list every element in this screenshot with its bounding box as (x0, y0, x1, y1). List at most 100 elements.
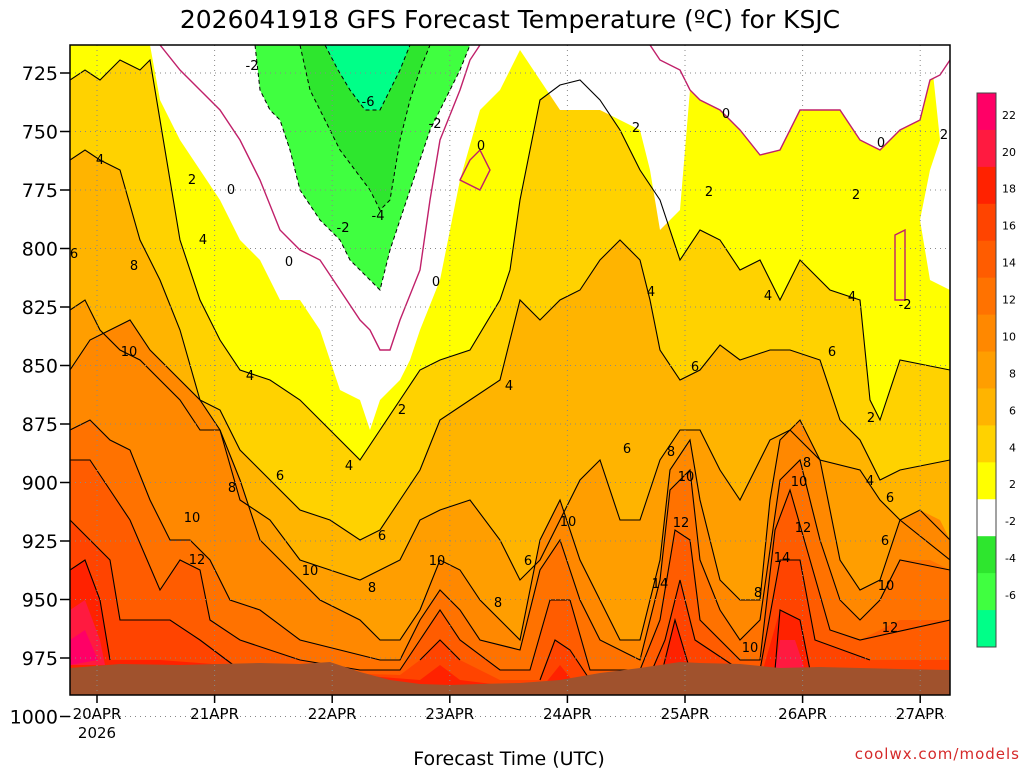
contour-label: 8 (667, 445, 675, 460)
contour-label: 2 (705, 185, 713, 200)
contour-6 (70, 299, 950, 581)
contour-label: 4 (764, 289, 772, 304)
contour-label: 2 (632, 121, 640, 136)
contour-label: 6 (276, 469, 284, 484)
contour-label: -2 (429, 117, 442, 132)
contour-label: 10 (878, 579, 895, 594)
credit-text: coolwx.com/models (855, 745, 1020, 763)
colorbar-label: 22 (1002, 109, 1016, 122)
colorbar-label: -2 (1005, 515, 1016, 528)
contour-label: 10 (121, 345, 138, 360)
contour-8 (70, 319, 950, 642)
y-tick-label: 975 (22, 648, 58, 670)
contour-label: 0 (432, 275, 440, 290)
contour-label: 0 (477, 139, 485, 154)
contour-label: 6 (378, 529, 386, 544)
colorbar-label: 2 (1009, 478, 1016, 491)
contour-label: 12 (795, 521, 812, 536)
contour-12 (70, 459, 950, 671)
colorbar: 22 20 18 16 14 12 10 8 6 4 2 -2 -4 -6 (976, 92, 1016, 648)
contour-label: 2 (852, 188, 860, 203)
contour-label: 6 (886, 491, 894, 506)
contour-label: 0 (285, 255, 293, 270)
x-tick-label: 20APR (73, 705, 122, 723)
contour-label: 2 (940, 128, 948, 143)
x-tick-label: 26APR (778, 705, 827, 723)
grid-lines (70, 45, 950, 717)
colorbar-swatch (977, 203, 996, 242)
colorbar-swatch (977, 573, 996, 611)
contour-label: 10 (184, 511, 201, 526)
contour-label: 0 (722, 107, 730, 122)
contour-0-small (894, 228, 906, 301)
contour-label: 4 (505, 379, 513, 394)
contour-0-mid (459, 148, 491, 191)
contour-label: 4 (96, 153, 104, 168)
contour-10 (70, 419, 950, 661)
contour-minus2 (254, 45, 471, 291)
colorbar-swatch (977, 536, 996, 574)
x-tick-label: 25APR (661, 705, 710, 723)
colorbar-label: 18 (1002, 183, 1016, 196)
contour-0-right (649, 45, 950, 156)
band-10-to-12 (70, 420, 950, 695)
contour-label: -2 (337, 221, 350, 236)
y-tick-label: 775 (22, 180, 58, 202)
contour-label: 2 (867, 411, 875, 426)
colorbar-label: -6 (1005, 589, 1016, 602)
y-tick-label: 875 (22, 414, 58, 436)
contour-label: 6 (881, 534, 889, 549)
zero-isotherm (159, 45, 950, 351)
contour-label: 8 (228, 481, 236, 496)
contour-label: 8 (803, 456, 811, 471)
contour-4 (70, 149, 950, 541)
terrain-ground (70, 662, 950, 695)
plot-frame (69, 44, 951, 696)
band-minus6-to-minus4 (300, 45, 430, 210)
contour-label: 4 (866, 474, 874, 489)
colorbar-label: 12 (1002, 294, 1016, 307)
x-tick-label: 23APR (425, 705, 474, 723)
contour-label: 4 (345, 459, 353, 474)
colorbar-swatch (977, 314, 996, 353)
contour-label: 10 (742, 641, 759, 656)
x-tick-label: 21APR (190, 705, 239, 723)
contour-label: -4 (372, 209, 385, 224)
contour-label: 4 (848, 290, 856, 305)
y-tick-label: 925 (22, 531, 58, 553)
colorbar-label: -4 (1005, 552, 1016, 565)
x-tick-label: 22APR (308, 705, 357, 723)
contour-label: 2 (398, 403, 406, 418)
contour-label: 12 (673, 516, 690, 531)
contour-label: 6 (691, 360, 699, 375)
temperature-field (70, 45, 950, 695)
contour-label: 0 (877, 136, 885, 151)
colorbar-swatch (977, 425, 996, 463)
contour-label: 4 (647, 285, 655, 300)
contour-lines (70, 58, 950, 681)
x-tick-label: 24APR (543, 705, 592, 723)
colorbar-swatch (977, 277, 996, 316)
contour-label: 4 (199, 233, 207, 248)
contour-2 (70, 58, 950, 461)
contour-label: 12 (189, 553, 206, 568)
colorbar-label: 14 (1002, 257, 1016, 270)
contour-label: -2 (246, 59, 259, 74)
y-tick-label: 900 (22, 473, 58, 495)
contour-minus4 (299, 45, 431, 211)
contour-16 (70, 559, 811, 681)
y-axis: 725 750 775 800 825 850 875 900 925 950 975 1000 (10, 63, 70, 729)
contour-label: 4 (246, 369, 254, 384)
contour-label: 10 (560, 515, 577, 530)
colorbar-swatch (977, 351, 996, 389)
band-below-minus6 (325, 45, 410, 110)
y-tick-label: 825 (22, 297, 58, 319)
contour-label: 2 (188, 173, 196, 188)
y-tick-label: 750 (22, 122, 58, 144)
y-tick-label: 1000 (10, 707, 58, 729)
contour-label: -6 (362, 95, 375, 110)
contour-label: 10 (302, 564, 319, 579)
x-axis-title: Forecast Time (UTC) (413, 748, 604, 768)
